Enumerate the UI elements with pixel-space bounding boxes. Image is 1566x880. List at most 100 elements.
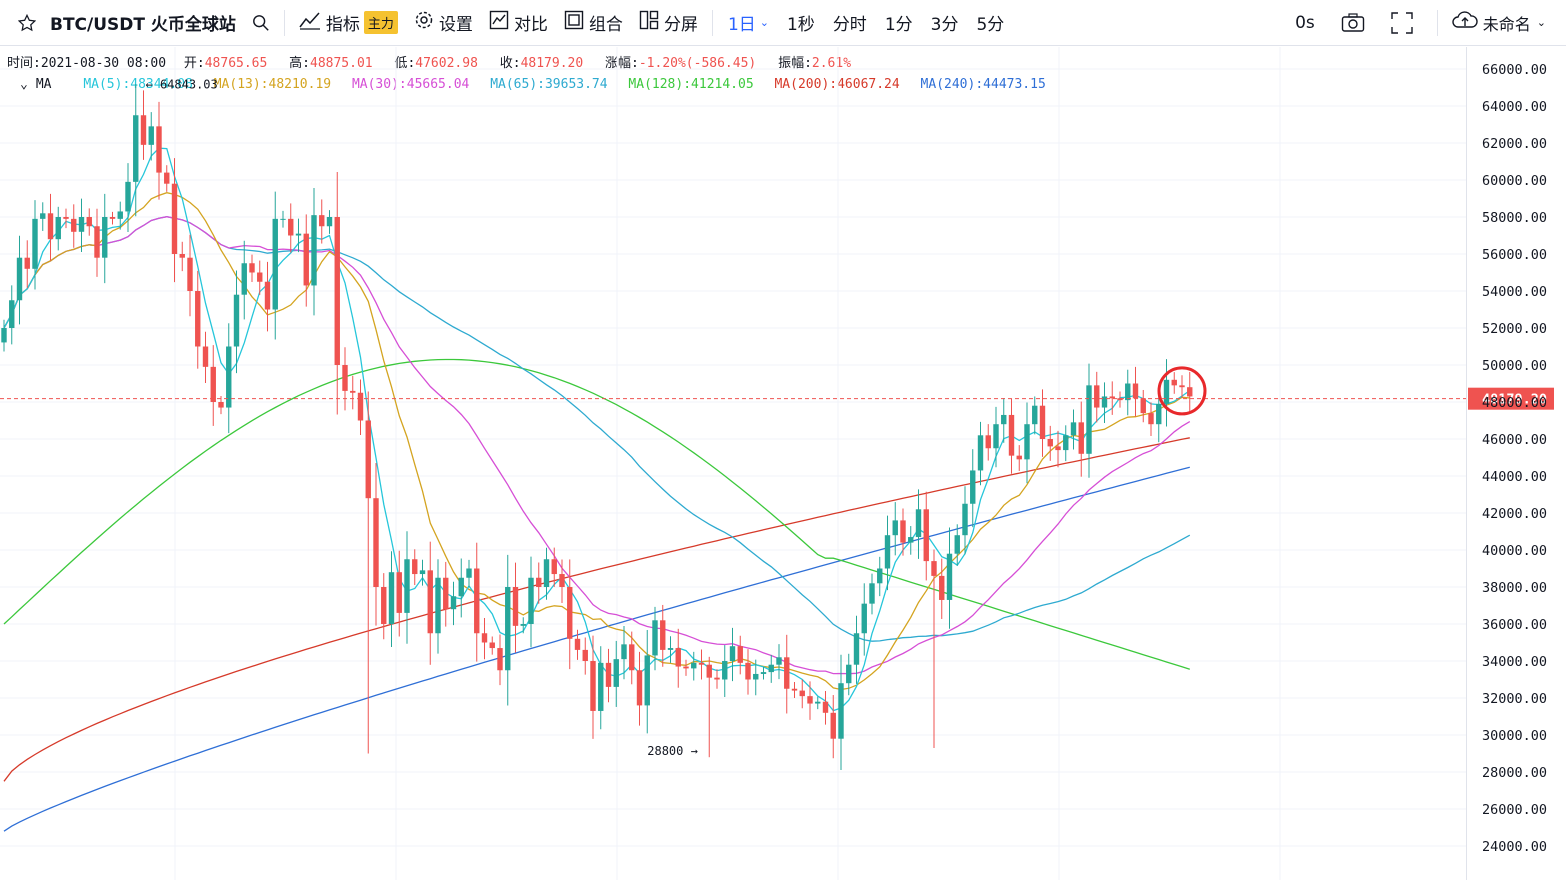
candle-body	[264, 281, 271, 310]
candle-body	[915, 509, 922, 538]
search-icon[interactable]	[244, 0, 278, 46]
candle-body	[1008, 414, 1015, 456]
candle-body	[512, 587, 519, 626]
candle-body	[466, 568, 472, 578]
ma5-legend: MA(5):48344.08	[83, 77, 193, 92]
candle-body	[311, 215, 317, 286]
ma200-line	[3, 437, 1190, 782]
candle-body	[326, 217, 333, 227]
candle-body	[1132, 383, 1139, 399]
split-screen-label: 分屏	[663, 15, 698, 35]
candle-body	[55, 217, 61, 240]
candle-body	[71, 218, 77, 232]
candle-body	[768, 664, 774, 673]
compare-label: 对比	[513, 15, 548, 35]
ma30-legend: MA(30):45665.04	[351, 77, 470, 92]
candle-body	[605, 662, 612, 687]
timeframe-5m[interactable]: 5分	[976, 15, 1005, 35]
candle-body	[1148, 413, 1154, 425]
settings-button[interactable]: 设置	[406, 0, 481, 46]
ma240-legend: MA(240):44473.15	[920, 77, 1046, 92]
candle-body	[807, 696, 813, 704]
candle-body	[985, 435, 991, 449]
fullscreen-icon[interactable]	[1373, 0, 1431, 46]
candle-body	[636, 670, 643, 706]
candle-body	[148, 126, 154, 145]
candle-body	[505, 587, 511, 671]
change-value: -1.20%(-586.45)	[638, 56, 757, 71]
timeframe-tick[interactable]: 分时	[832, 15, 867, 35]
candle-body	[133, 115, 139, 182]
candle-body	[474, 568, 480, 634]
price-tick-label: 30000.00	[1482, 728, 1547, 744]
candle-body	[179, 254, 185, 258]
candle-body	[939, 575, 945, 600]
ma-title[interactable]: MA	[35, 77, 52, 92]
candle-body	[791, 688, 798, 691]
candle-body	[102, 217, 108, 258]
price-chart[interactable]: 48179.20 ← 64843.03 28800 → 66000.00 64000.…	[0, 47, 1566, 880]
price-tick-label: 28000.00	[1482, 765, 1547, 781]
compare-button[interactable]: 对比	[481, 0, 556, 46]
candle-body	[1078, 422, 1084, 454]
candle-body	[195, 291, 201, 347]
low-value: 47602.98	[415, 56, 478, 71]
symbol-title[interactable]: BTC/USDT 火币全球站	[50, 15, 236, 35]
price-tick-label: 62000.00	[1482, 136, 1547, 152]
ma200-legend: MA(200):46067.24	[774, 77, 900, 92]
open-label: 开:	[183, 56, 205, 71]
save-layout-button[interactable]: 未命名 ⌄	[1444, 0, 1566, 46]
candle-body	[171, 183, 178, 254]
candle-body	[125, 181, 131, 212]
candle-body	[846, 664, 852, 684]
candle-body	[613, 659, 619, 687]
collapse-chevron-icon[interactable]: ⌄	[20, 77, 28, 92]
candle-body	[497, 648, 503, 671]
candle-body	[109, 217, 116, 219]
candle-body	[280, 218, 286, 220]
low-annotation: 28800 →	[647, 744, 698, 758]
candle-body	[1032, 405, 1038, 425]
candle-body	[388, 572, 395, 624]
candle-body	[892, 520, 898, 536]
candle-body	[629, 644, 635, 671]
camera-icon[interactable]	[1333, 0, 1373, 46]
candle-body	[1094, 385, 1100, 408]
last-price-tag	[1468, 387, 1554, 410]
candle-body	[319, 215, 325, 227]
candle-body	[373, 498, 379, 587]
timeframe-1d[interactable]: 1日 ⌄	[719, 0, 778, 46]
favorite-star-icon[interactable]	[0, 0, 42, 46]
candle-body	[861, 603, 867, 634]
candle-body	[78, 217, 85, 232]
candle-body	[357, 392, 364, 421]
last-price-label: 48179.20	[1482, 392, 1547, 408]
candle-body	[1, 328, 7, 343]
split-screen-button[interactable]: 分屏	[631, 0, 706, 46]
candle-body	[1063, 435, 1069, 451]
candle-body	[295, 233, 302, 236]
price-tick-label: 42000.00	[1482, 506, 1547, 522]
highlight-circle	[1157, 366, 1207, 416]
candle-body	[1016, 455, 1022, 460]
combine-button[interactable]: 组合	[556, 0, 631, 46]
candle-body	[946, 553, 953, 600]
timeframe-1s[interactable]: 1秒	[786, 15, 815, 35]
price-tick-label: 32000.00	[1482, 691, 1547, 707]
change-label: 涨幅:	[605, 56, 639, 71]
candle-body	[435, 577, 441, 634]
candle-body	[830, 712, 836, 739]
timeframe-3m[interactable]: 3分	[930, 15, 959, 35]
chevron-down-icon: ⌄	[1536, 16, 1546, 29]
candle-body	[94, 226, 100, 258]
candle-body	[218, 402, 224, 408]
timeframe-1m[interactable]: 1分	[884, 15, 913, 35]
high-annotation: ← 64843.03	[146, 77, 218, 91]
price-tick-label: 52000.00	[1482, 321, 1547, 337]
candle-body	[993, 424, 999, 449]
price-tick-label: 46000.00	[1482, 432, 1547, 448]
candle-body	[698, 662, 705, 665]
candle-body	[753, 673, 759, 680]
indicators-button[interactable]: 指标 主力	[291, 0, 406, 46]
high-label: 高:	[289, 56, 310, 71]
